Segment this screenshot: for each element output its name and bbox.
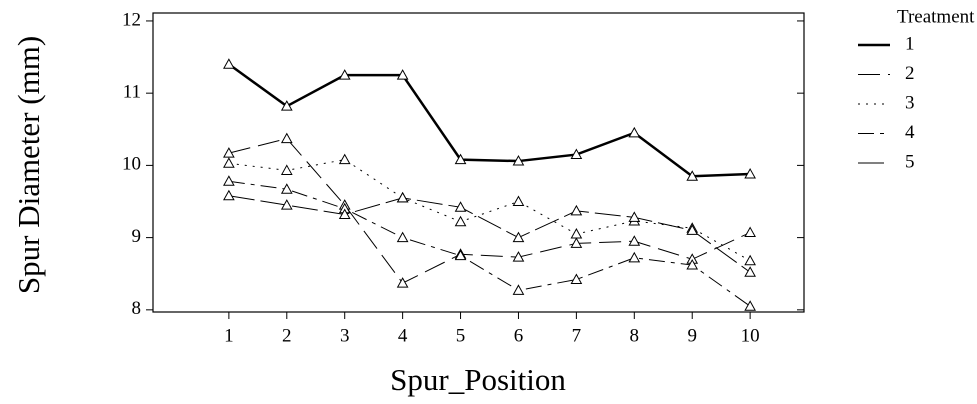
point-marker — [744, 226, 756, 238]
series-line — [228, 159, 751, 262]
point-marker — [280, 199, 293, 210]
point-marker — [454, 215, 467, 227]
point-marker — [570, 273, 583, 284]
x-tick-label: 10 — [741, 325, 760, 346]
x-tick-label: 8 — [630, 325, 640, 346]
point-marker — [512, 284, 525, 295]
y-tick-label: 12 — [122, 9, 141, 30]
point-marker — [396, 191, 409, 203]
point-marker — [454, 153, 467, 165]
point-marker — [512, 231, 525, 243]
point-marker — [454, 201, 467, 212]
y-tick-label: 11 — [123, 82, 141, 103]
point-marker — [512, 155, 525, 166]
point-marker — [396, 69, 409, 80]
point-marker — [744, 300, 756, 311]
point-marker — [280, 132, 293, 144]
point-marker — [223, 175, 235, 186]
point-marker — [570, 227, 583, 239]
point-marker — [686, 224, 699, 235]
point-marker — [628, 235, 641, 246]
point-marker — [396, 277, 409, 288]
point-marker — [744, 168, 756, 179]
legend-label: 4 — [905, 122, 915, 143]
series-line — [228, 63, 751, 178]
point-marker — [223, 147, 235, 158]
x-tick-label: 7 — [572, 325, 582, 346]
x-axis-label: Spur_Position — [390, 362, 566, 397]
point-marker — [280, 183, 293, 194]
plot-frame — [152, 12, 805, 313]
point-marker — [628, 211, 641, 222]
x-tick-label: 5 — [456, 325, 466, 346]
x-tick-label: 2 — [282, 325, 292, 346]
point-marker — [338, 69, 351, 80]
x-tick-label: 9 — [687, 325, 697, 346]
point-marker — [570, 204, 583, 216]
y-tick-label: 10 — [122, 154, 141, 175]
x-tick-label: 3 — [340, 325, 350, 346]
point-marker — [628, 251, 641, 263]
x-tick-label: 6 — [514, 325, 524, 346]
point-marker — [396, 231, 409, 243]
legend-label: 3 — [905, 92, 915, 113]
point-marker — [280, 164, 293, 175]
legend-title: Treatment — [897, 6, 975, 27]
legend-label: 2 — [905, 63, 915, 84]
point-marker — [744, 254, 756, 266]
point-marker — [570, 148, 583, 160]
legend-label: 1 — [905, 33, 915, 54]
y-tick-label: 9 — [132, 226, 142, 247]
x-tick-label: 4 — [398, 325, 408, 346]
y-axis-label: Spur Diameter (mm) — [11, 36, 46, 294]
point-marker — [223, 157, 235, 168]
legend-label: 5 — [905, 151, 915, 172]
point-marker — [338, 153, 351, 165]
point-marker — [223, 189, 235, 201]
point-marker — [512, 251, 525, 262]
series-line — [228, 180, 751, 307]
point-marker — [223, 58, 235, 69]
series-line — [228, 138, 751, 284]
point-marker — [628, 126, 641, 138]
point-marker — [512, 195, 525, 206]
point-marker — [686, 170, 699, 181]
series-line — [228, 195, 751, 273]
point-marker — [280, 100, 293, 111]
point-marker — [570, 237, 583, 248]
point-marker — [744, 266, 756, 277]
point-marker — [454, 249, 467, 261]
point-marker — [686, 259, 699, 270]
point-marker — [338, 208, 351, 219]
x-tick-label: 1 — [224, 325, 234, 346]
y-tick-label: 8 — [132, 298, 142, 319]
